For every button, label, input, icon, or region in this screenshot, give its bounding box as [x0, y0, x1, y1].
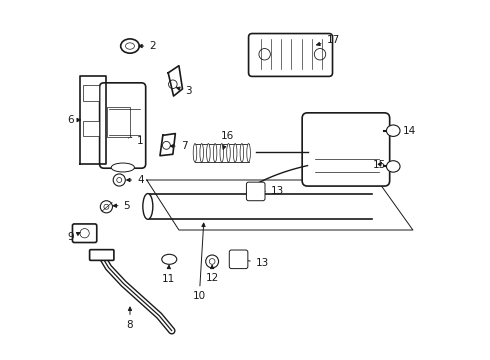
Text: 12: 12 — [205, 265, 219, 283]
Text: 4: 4 — [127, 175, 144, 185]
Ellipse shape — [162, 254, 177, 264]
Text: 17: 17 — [317, 35, 340, 46]
Ellipse shape — [121, 39, 139, 53]
Text: 6: 6 — [67, 115, 80, 125]
Ellipse shape — [207, 144, 210, 162]
Text: 14: 14 — [395, 126, 416, 136]
FancyBboxPatch shape — [107, 107, 130, 137]
FancyBboxPatch shape — [302, 113, 390, 186]
Text: 2: 2 — [139, 41, 156, 51]
Ellipse shape — [111, 163, 134, 172]
Text: 11: 11 — [162, 265, 175, 284]
Ellipse shape — [240, 144, 244, 162]
Text: 16: 16 — [221, 131, 235, 149]
Ellipse shape — [200, 144, 203, 162]
Ellipse shape — [387, 125, 400, 136]
Text: 8: 8 — [126, 307, 133, 330]
Text: 1: 1 — [126, 135, 144, 147]
Ellipse shape — [220, 144, 223, 162]
Ellipse shape — [213, 144, 217, 162]
Ellipse shape — [247, 144, 250, 162]
FancyBboxPatch shape — [90, 249, 114, 260]
Ellipse shape — [233, 144, 237, 162]
Text: 13: 13 — [243, 258, 269, 268]
Ellipse shape — [193, 144, 197, 162]
Text: 15: 15 — [373, 160, 386, 170]
FancyBboxPatch shape — [83, 121, 99, 136]
Text: 5: 5 — [113, 201, 130, 211]
FancyBboxPatch shape — [248, 33, 333, 76]
Text: 3: 3 — [176, 86, 192, 96]
FancyBboxPatch shape — [83, 85, 99, 101]
Ellipse shape — [227, 144, 230, 162]
Text: 9: 9 — [68, 232, 80, 242]
Text: 10: 10 — [193, 223, 206, 301]
Ellipse shape — [125, 43, 134, 49]
FancyBboxPatch shape — [73, 224, 97, 243]
Ellipse shape — [387, 161, 400, 172]
Ellipse shape — [143, 194, 153, 219]
Text: 13: 13 — [260, 186, 284, 197]
FancyBboxPatch shape — [99, 83, 146, 168]
Text: 7: 7 — [170, 141, 187, 151]
FancyBboxPatch shape — [229, 250, 248, 269]
FancyBboxPatch shape — [246, 182, 265, 201]
